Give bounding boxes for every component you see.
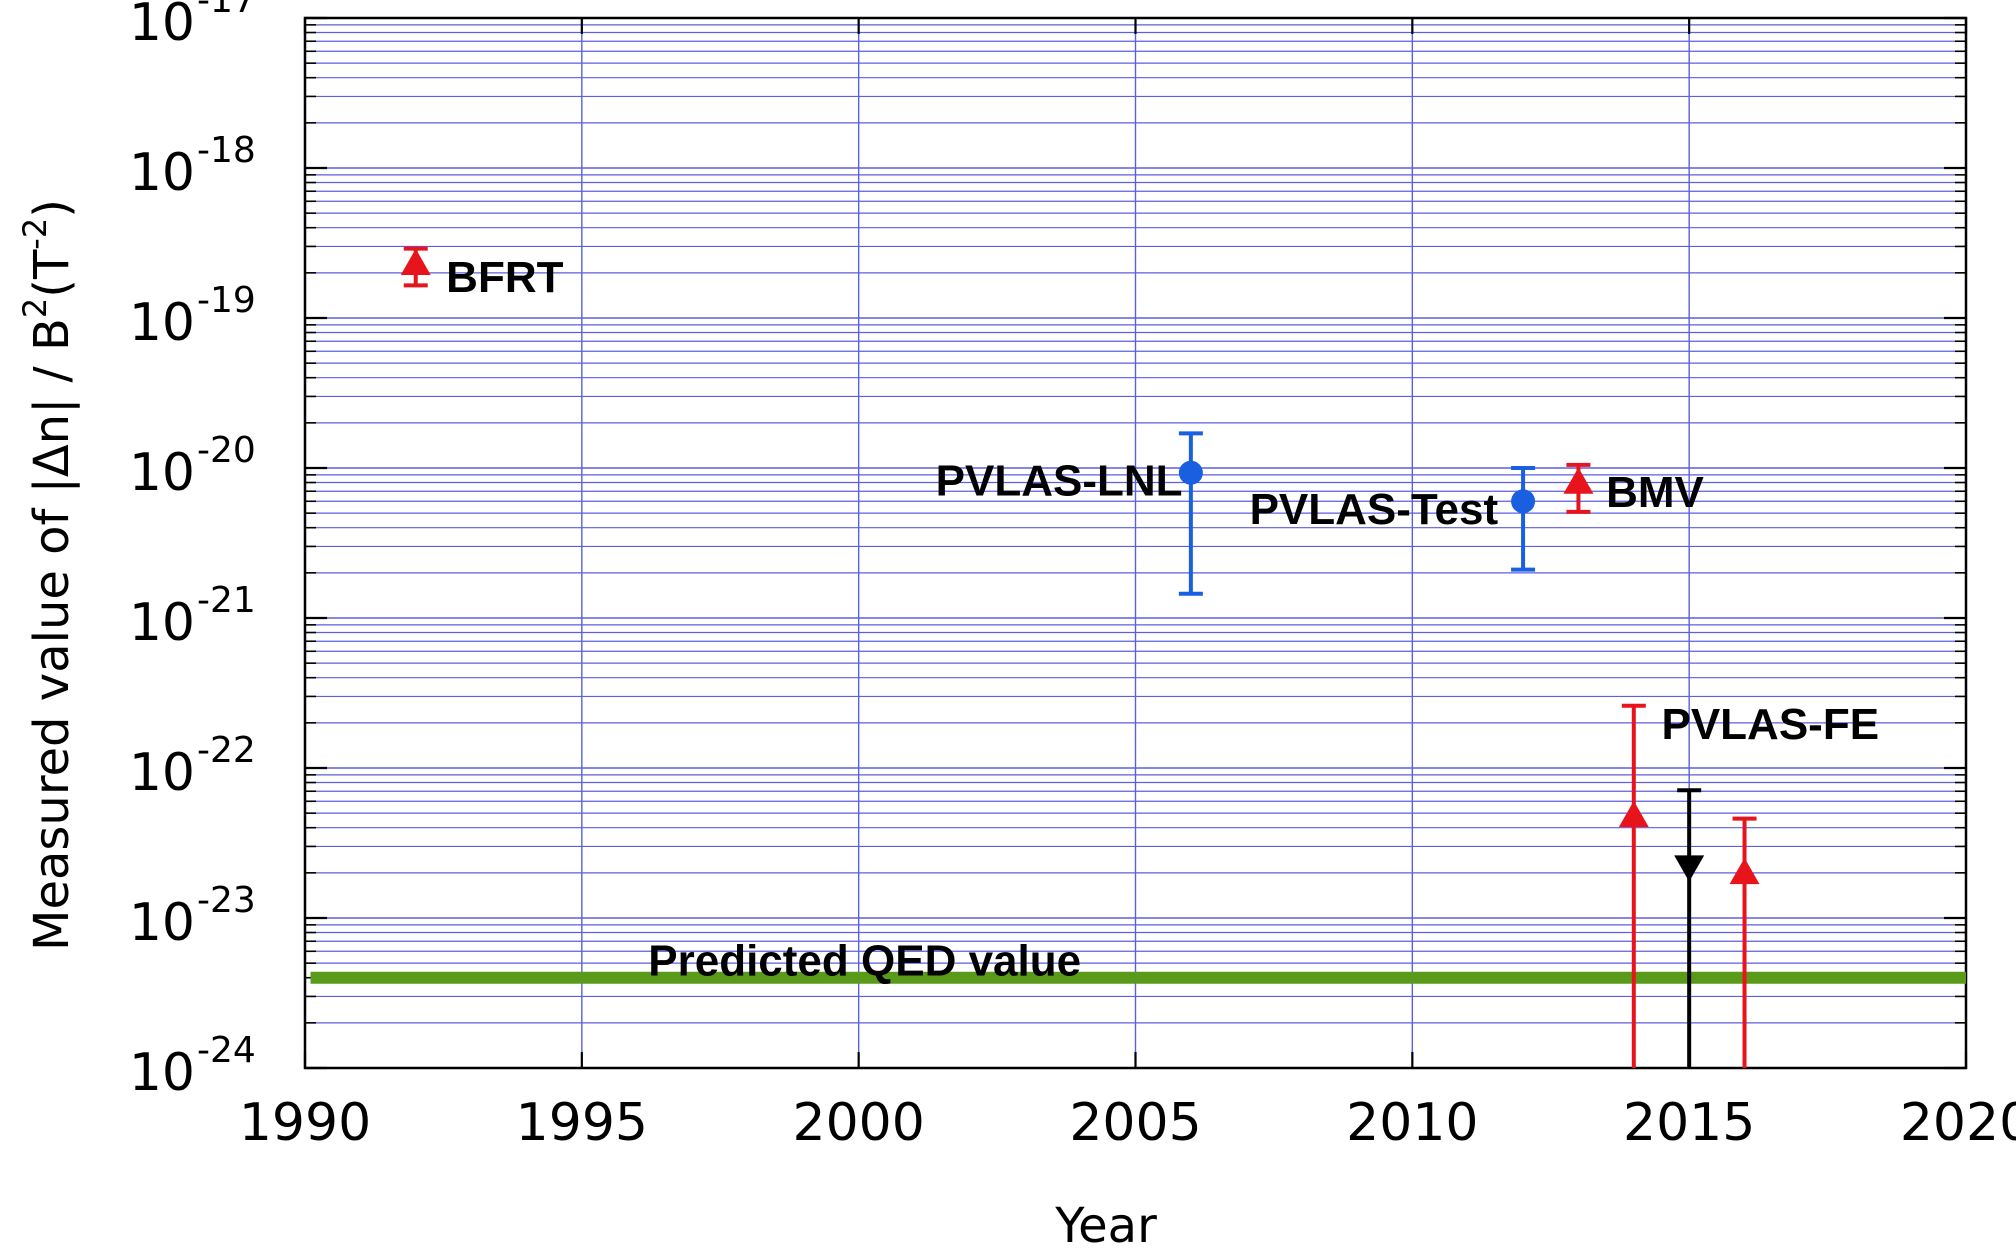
- data-point: [1563, 462, 1594, 514]
- y-tick-label-base: 10: [129, 593, 195, 653]
- annotation-label: BMV: [1606, 468, 1704, 517]
- y-tick-label-exponent: -24: [197, 1030, 256, 1071]
- marker-circle: [1178, 460, 1203, 485]
- y-tick-label-exponent: -20: [197, 430, 256, 471]
- data-points: [400, 246, 1760, 1068]
- annotation-label: PVLAS-LNL: [936, 456, 1183, 505]
- y-tick-label-base: 10: [129, 443, 195, 503]
- y-tick-label-exponent: -17: [197, 0, 256, 21]
- y-tick-label: 10 -24: [129, 1030, 256, 1103]
- y-tick-label: 10 -18: [129, 130, 256, 203]
- data-point: [1178, 431, 1203, 596]
- x-axis-title: Year: [1054, 1198, 1157, 1249]
- y-tick-label-base: 10: [129, 743, 195, 803]
- y-axis-title: Measured value of |Δn| / B2(T-2): [16, 199, 80, 951]
- marker-triangle-up: [400, 248, 431, 275]
- marker-triangle-down: [1674, 855, 1705, 882]
- data-point: [1511, 466, 1536, 572]
- annotation-label: PVLAS-FE: [1661, 700, 1879, 749]
- data-point: [400, 246, 431, 288]
- annotation-label: BFRT: [446, 253, 563, 302]
- y-axis-title-main: Measured value of |Δn| / B: [24, 318, 80, 951]
- data-point: [1618, 703, 1649, 1068]
- y-tick-label-exponent: -22: [197, 730, 256, 771]
- marker-triangle-up: [1563, 467, 1594, 494]
- x-tick-label: 1990: [239, 1093, 371, 1153]
- axis-ticks: [303, 16, 1968, 1070]
- x-tick-label: 2005: [1069, 1093, 1201, 1153]
- annotation-label: PVLAS-Test: [1250, 485, 1499, 534]
- y-tick-label-exponent: -18: [197, 130, 256, 171]
- annotation-label: Predicted QED value: [648, 936, 1081, 985]
- y-tick-label: 10 -21: [129, 580, 256, 653]
- y-axis-title-unit-close: ): [24, 199, 80, 218]
- y-axis-title-exp1: 2: [16, 298, 54, 318]
- y-tick-label: 10 -23: [129, 880, 256, 953]
- x-tick-label: 2000: [792, 1093, 924, 1153]
- y-tick-label-exponent: -23: [197, 880, 256, 921]
- y-tick-label-base: 10: [129, 893, 195, 953]
- x-tick-labels: 1990 1995 2000 2005 2010 2015 2020: [239, 1093, 2016, 1153]
- x-tick-label: 2010: [1346, 1093, 1478, 1153]
- y-tick-label-base: 10: [129, 293, 195, 353]
- y-tick-label: 10 -19: [129, 280, 256, 353]
- y-tick-label: 10 -20: [129, 430, 256, 503]
- y-tick-label-exponent: -21: [197, 580, 256, 621]
- x-tick-label: 1995: [516, 1093, 648, 1153]
- marker-triangle-up: [1729, 857, 1760, 885]
- marker-circle: [1511, 489, 1536, 514]
- x-tick-label: 2015: [1623, 1093, 1755, 1153]
- y-tick-label: 10 -22: [129, 730, 256, 803]
- data-point: [1729, 816, 1760, 1068]
- y-axis-title-unit-open: (T: [24, 249, 80, 298]
- y-tick-label-base: 10: [129, 143, 195, 203]
- grid-lines: [304, 17, 1967, 1069]
- x-tick-label: 2020: [1900, 1093, 2016, 1153]
- y-axis-title-exp2: -2: [16, 218, 54, 250]
- data-point: [1674, 788, 1705, 1068]
- y-tick-label-exponent: -19: [197, 280, 256, 321]
- y-tick-label-base: 10: [129, 1043, 195, 1103]
- annotations: BFRT PVLAS-LNL PVLAS-Test BMV PVLAS-FE Predic…: [446, 253, 1879, 985]
- y-tick-label: 10 -17: [129, 0, 256, 53]
- marker-triangle-up: [1618, 800, 1649, 828]
- y-tick-label-base: 10: [129, 0, 195, 53]
